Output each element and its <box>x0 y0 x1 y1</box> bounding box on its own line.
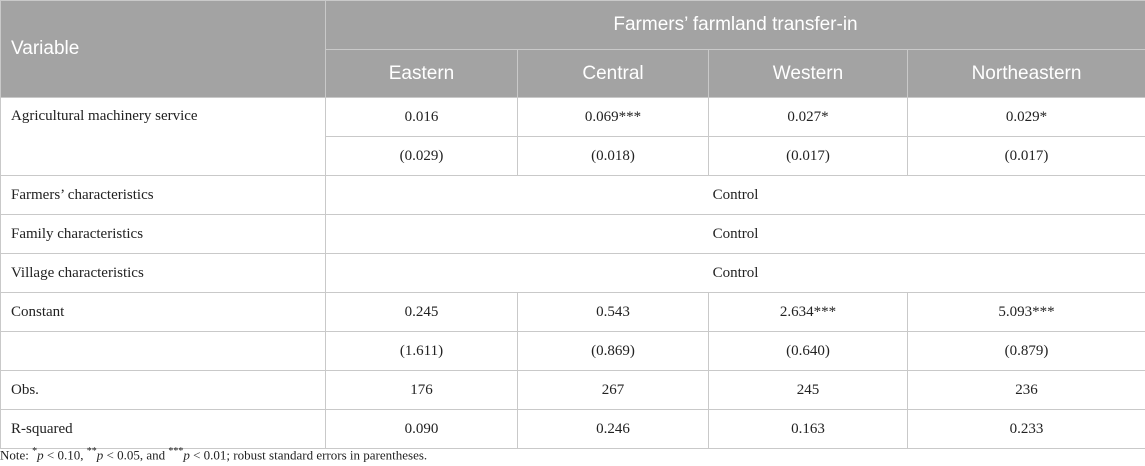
row-label-family: Family characteristics <box>0 214 326 254</box>
note-p-3: p <box>183 447 190 463</box>
row-label-village: Village characteristics <box>0 253 326 293</box>
row-label-constant: Constant <box>0 292 326 332</box>
note-text-2: < 0.05, and <box>103 447 169 463</box>
cell-machinery-coef-central: 0.069*** <box>517 97 709 137</box>
cell-machinery-coef-eastern: 0.016 <box>325 97 518 137</box>
cell-constant-coef-western: 2.634*** <box>708 292 908 332</box>
table-row: Farmers’ characteristics Control <box>0 175 1145 215</box>
header-region-northeastern: Northeastern <box>907 49 1145 98</box>
cell-machinery-se-western: (0.017) <box>708 136 908 176</box>
header-region-central: Central <box>517 49 709 98</box>
row-label-rsq: R-squared <box>0 409 326 449</box>
cell-obs-northeastern: 236 <box>907 370 1145 410</box>
row-label-constant-se <box>0 331 326 371</box>
cell-machinery-coef-western: 0.027* <box>708 97 908 137</box>
note-p-1: p <box>37 447 44 463</box>
note-star-1: * <box>32 446 38 457</box>
table-row: R-squared 0.090 0.246 0.163 0.233 <box>0 409 1145 449</box>
cell-constant-coef-northeastern: 5.093*** <box>907 292 1145 332</box>
cell-machinery-se-northeastern: (0.017) <box>907 136 1145 176</box>
header-group: Farmers’ farmland transfer-in <box>325 0 1145 50</box>
note-star-2: ** <box>86 446 97 457</box>
header-region-eastern: Eastern <box>325 49 518 98</box>
table-row: (1.611) (0.869) (0.640) (0.879) <box>0 331 1145 371</box>
note-p-2: p <box>96 447 104 463</box>
cell-constant-se-central: (0.869) <box>517 331 709 371</box>
cell-machinery-coef-northeastern: 0.029* <box>907 97 1145 137</box>
row-label-obs: Obs. <box>0 370 326 410</box>
note-prefix: Note: <box>0 447 33 463</box>
cell-village-control: Control <box>325 253 1145 293</box>
table-row: Obs. 176 267 245 236 <box>0 370 1145 410</box>
cell-obs-western: 245 <box>708 370 908 410</box>
note-text-3: < 0.01; robust standard errors in parent… <box>189 447 428 463</box>
cell-obs-central: 267 <box>517 370 709 410</box>
cell-rsq-central: 0.246 <box>517 409 709 449</box>
table-row: Constant 0.245 0.543 2.634*** 5.093*** <box>0 292 1145 332</box>
cell-constant-se-eastern: (1.611) <box>325 331 518 371</box>
note-star-3: *** <box>168 446 184 457</box>
table-row: Village characteristics Control <box>0 253 1145 293</box>
cell-rsq-northeastern: 0.233 <box>907 409 1145 449</box>
header-region-western: Western <box>708 49 908 98</box>
cell-rsq-western: 0.163 <box>708 409 908 449</box>
regression-table: Variable Farmers’ farmland transfer-in E… <box>0 0 1145 449</box>
table-row: Agricultural machinery service 0.016 0.0… <box>0 97 1145 176</box>
cell-constant-coef-eastern: 0.245 <box>325 292 518 332</box>
cell-constant-se-western: (0.640) <box>708 331 908 371</box>
row-label-farmers: Farmers’ characteristics <box>0 175 326 215</box>
cell-machinery-se-eastern: (0.029) <box>325 136 518 176</box>
note-text-1: < 0.10, <box>43 447 87 463</box>
cell-constant-coef-central: 0.543 <box>517 292 709 332</box>
cell-constant-se-northeastern: (0.879) <box>907 331 1145 371</box>
cell-machinery-se-central: (0.018) <box>517 136 709 176</box>
cell-rsq-eastern: 0.090 <box>325 409 518 449</box>
header-variable: Variable <box>0 0 326 98</box>
cell-family-control: Control <box>325 214 1145 254</box>
table-note: Note: *p < 0.10, **p < 0.05, and ***p < … <box>0 446 427 463</box>
table-row: (0.029) (0.018) (0.017) (0.017) <box>1 136 1145 176</box>
table-row: Family characteristics Control <box>0 214 1145 254</box>
cell-obs-eastern: 176 <box>325 370 518 410</box>
cell-farmers-control: Control <box>325 175 1145 215</box>
row-label-machinery: Agricultural machinery service <box>0 97 326 176</box>
